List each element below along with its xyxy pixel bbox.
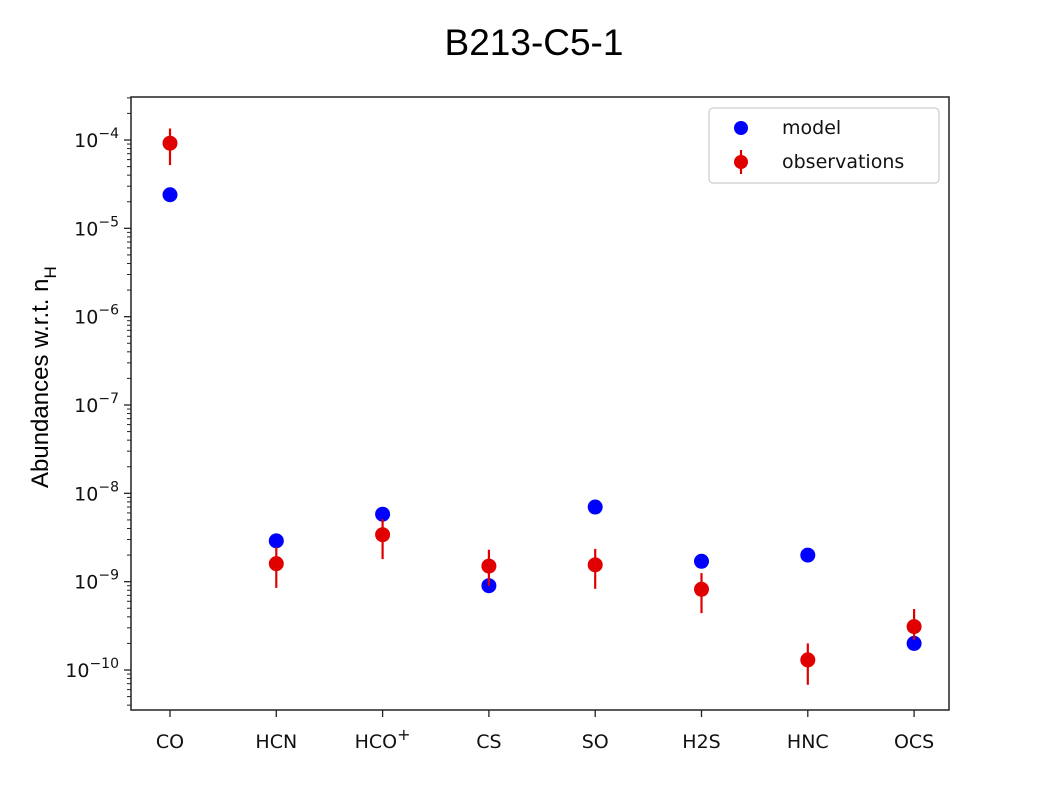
model-point bbox=[587, 499, 603, 515]
y-axis-label-main: Abundances w.r.t. n bbox=[27, 279, 54, 488]
y-tick-label: 10−5 bbox=[74, 214, 119, 240]
x-tick-label: OCS bbox=[894, 731, 934, 753]
chart-title: B213-C5-1 bbox=[444, 22, 624, 63]
plot-area bbox=[162, 128, 922, 685]
legend-model-marker bbox=[734, 121, 748, 135]
observation-point bbox=[375, 527, 391, 543]
legend-model-label: model bbox=[782, 117, 841, 139]
y-tick-label: 10−7 bbox=[74, 391, 119, 417]
x-axis: CO HCN HCO+ CS SO H2S HNC OCS bbox=[156, 710, 934, 753]
x-tick-label: CO bbox=[156, 731, 184, 753]
model-point bbox=[800, 547, 816, 563]
legend: model observations bbox=[708, 107, 940, 184]
x-tick-label: SO bbox=[582, 731, 609, 753]
observation-point bbox=[162, 135, 178, 151]
y-axis: 10−4 10−5 10−6 10−7 10−8 10−9 10−10 bbox=[65, 97, 131, 706]
observation-point bbox=[481, 558, 497, 574]
legend-observations-marker bbox=[734, 155, 748, 169]
y-tick-label: 10−6 bbox=[74, 303, 119, 329]
x-tick-label: CS bbox=[476, 731, 501, 753]
y-tick-label: 10−4 bbox=[74, 126, 119, 152]
y-tick-label: 10−8 bbox=[74, 479, 119, 505]
x-tick-label: HNC bbox=[787, 731, 829, 753]
model-point bbox=[268, 533, 284, 549]
observation-point bbox=[906, 619, 922, 635]
model-point bbox=[162, 187, 178, 203]
observation-point bbox=[587, 557, 603, 573]
model-point bbox=[906, 635, 922, 651]
x-tick-label: HCN bbox=[255, 731, 297, 753]
observation-point bbox=[694, 581, 709, 597]
y-axis-label: Abundances w.r.t. nH bbox=[27, 266, 60, 488]
y-tick-label: 10−9 bbox=[74, 568, 119, 594]
legend-box bbox=[708, 107, 940, 184]
plot-frame bbox=[130, 96, 950, 711]
x-tick-label: H2S bbox=[682, 731, 720, 753]
observation-point bbox=[800, 652, 816, 668]
y-axis-label-subscript: H bbox=[41, 266, 60, 278]
observation-point bbox=[268, 556, 284, 572]
model-point bbox=[375, 506, 391, 522]
legend-observations-label: observations bbox=[782, 151, 904, 173]
y-tick-label: 10−10 bbox=[65, 656, 119, 682]
x-tick-label: HCO+ bbox=[355, 725, 411, 753]
model-point bbox=[694, 553, 709, 569]
